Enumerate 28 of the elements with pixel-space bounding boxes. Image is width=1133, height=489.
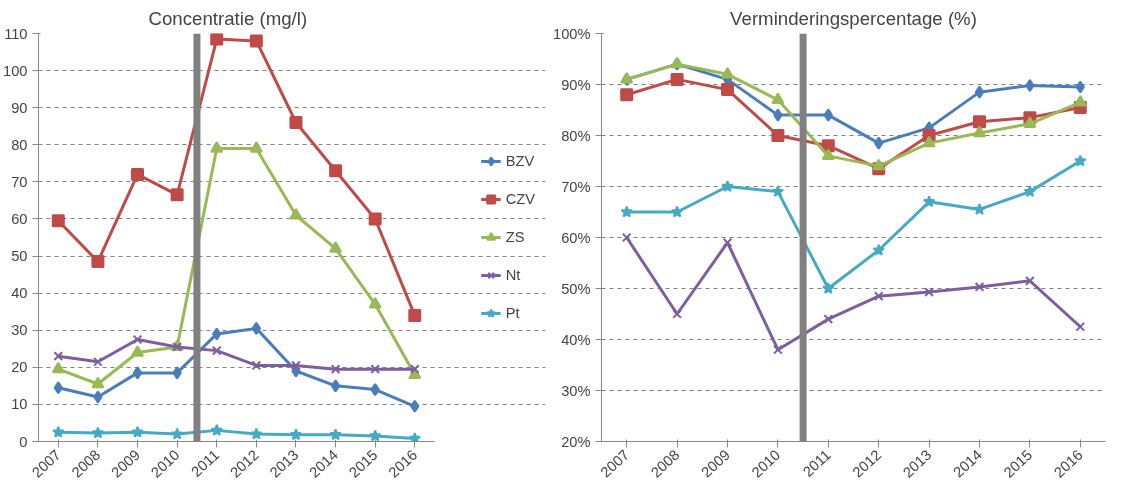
- chart-title: Concentratie (mg/l): [148, 7, 308, 29]
- y-tick-label: 110: [4, 25, 28, 42]
- y-tick-label: 30%: [561, 382, 591, 399]
- y-tick-label: 0: [19, 433, 28, 450]
- legend-label: Pt: [505, 305, 521, 321]
- y-tick-label: 60: [11, 210, 28, 227]
- y-tick-label: 40%: [561, 331, 591, 348]
- y-tick-label: 80: [11, 136, 28, 153]
- y-tick-label: 50: [11, 248, 28, 265]
- y-tick-label: 100: [3, 62, 28, 79]
- y-tick-label: 90: [11, 99, 28, 116]
- y-tick-label: 30: [11, 322, 28, 339]
- y-tick-label: 40: [11, 285, 28, 302]
- y-tick-label: 10: [11, 396, 28, 413]
- y-tick-label: 70: [11, 173, 28, 190]
- y-tick-label: 20: [11, 359, 28, 376]
- chart-title: Verminderingspercentage (%): [730, 7, 977, 29]
- y-tick-label: 70%: [561, 178, 591, 195]
- y-tick-label: 80%: [561, 127, 591, 144]
- legend-label: CZV: [505, 191, 535, 207]
- y-tick-label: 90%: [561, 76, 591, 93]
- y-tick-label: 20%: [561, 433, 591, 450]
- y-tick-label: 50%: [561, 280, 591, 297]
- y-tick-label: 60%: [561, 229, 591, 246]
- legend-label: ZS: [505, 229, 526, 245]
- legend-label: Nt: [505, 267, 522, 283]
- y-tick-label: 100%: [553, 25, 591, 42]
- legend-label: BZV: [505, 153, 535, 169]
